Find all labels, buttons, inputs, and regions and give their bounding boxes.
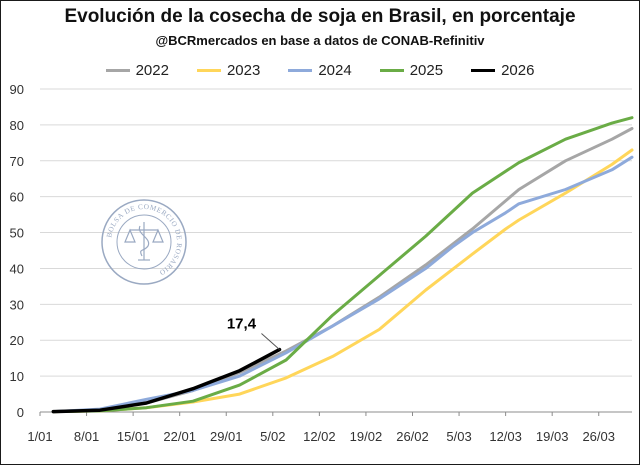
legend-label-2022: 2022 [135,61,169,79]
x-tick-label: 12/02 [303,429,336,444]
y-tick-label: 20 [10,333,24,348]
y-tick-label: 30 [10,297,24,312]
series-line-2025 [51,116,634,414]
legend: 2022 2023 2024 2025 2026 [0,60,640,80]
legend-item-2026: 2026 [471,60,534,80]
x-tick-label: 26/02 [396,429,429,444]
legend-item-2024: 2024 [288,60,352,80]
legend-swatch-2023 [196,68,221,72]
annotation-label: 17,4 [227,316,257,333]
x-tick-label: 19/03 [536,429,569,444]
x-tick-label: 8/01 [74,429,99,444]
x-tick-label: 1/01 [27,429,52,444]
legend-swatch-2026 [471,68,496,72]
chart-title: Evolución de la cosecha de soja en Brasi… [64,6,576,27]
y-tick-label: 60 [10,190,24,205]
legend-label-2024: 2024 [318,61,352,79]
legend-swatch-2025 [379,68,404,72]
legend-item-2023: 2023 [196,60,261,80]
y-tick-label: 80 [10,118,24,133]
legend-swatch-2024 [288,68,313,72]
legend-item-2025: 2025 [379,60,444,80]
x-tick-label: 12/03 [489,429,522,444]
legend-label-2025: 2025 [409,61,444,79]
bcr-seal-logo: BOLSA DE COMERCIO DE ROSARIO [101,199,187,285]
x-tick-label: 19/02 [350,429,383,444]
x-tick-label: 29/01 [210,429,243,444]
legend-label-2023: 2023 [226,61,261,79]
x-tick-label: 5/03 [446,429,471,444]
y-tick-label: 50 [10,226,24,241]
x-tick-label: 26/03 [582,429,615,444]
annotation-leader-line [261,333,280,350]
legend-item-2022: 2022 [105,60,169,80]
y-tick-label: 70 [10,154,24,169]
x-tick-label: 5/02 [260,429,285,444]
y-tick-label: 0 [17,405,24,420]
series-line-2026 [51,347,282,414]
x-tick-label: 15/01 [117,429,150,444]
y-tick-label: 90 [10,82,24,97]
chart-subtitle: @BCRmercados en base a datos de CONAB-Re… [155,33,485,48]
legend-label-2026: 2026 [501,61,535,79]
legend-swatch-2022 [105,68,130,72]
scale-icon [124,222,164,261]
x-tick-label: 22/01 [163,429,196,444]
y-tick-label: 10 [10,369,24,384]
y-tick-label: 40 [10,261,24,276]
